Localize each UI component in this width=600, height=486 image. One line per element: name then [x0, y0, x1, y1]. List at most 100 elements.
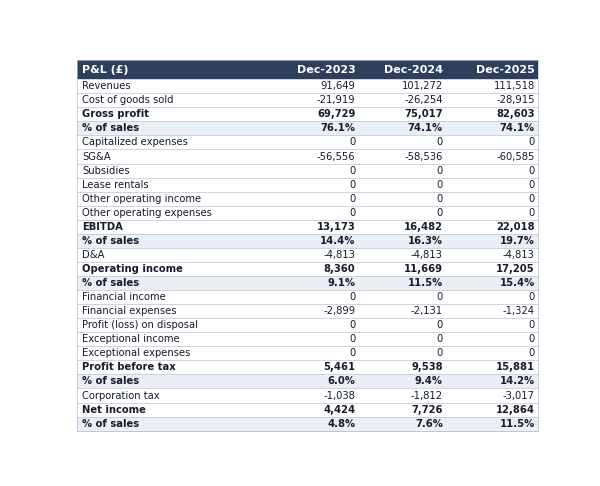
Text: Net income: Net income — [82, 404, 146, 415]
Bar — [77, 206, 538, 220]
Text: 75,017: 75,017 — [404, 109, 443, 120]
Bar — [271, 60, 358, 79]
Text: 8,360: 8,360 — [324, 264, 355, 274]
Bar — [77, 191, 538, 206]
Text: 0: 0 — [529, 138, 535, 147]
Text: 76.1%: 76.1% — [320, 123, 355, 133]
Bar — [77, 220, 538, 234]
Bar — [77, 234, 538, 248]
Bar — [77, 60, 271, 79]
Text: Exceptional expenses: Exceptional expenses — [82, 348, 190, 358]
Text: % of sales: % of sales — [82, 123, 139, 133]
Text: 6.0%: 6.0% — [328, 377, 355, 386]
Text: 9,538: 9,538 — [411, 363, 443, 372]
Text: 0: 0 — [349, 208, 355, 218]
Text: Financial expenses: Financial expenses — [82, 306, 176, 316]
Text: P&L (£): P&L (£) — [82, 65, 128, 75]
Text: SG&A: SG&A — [82, 152, 111, 161]
Bar — [77, 163, 538, 177]
Bar — [77, 402, 538, 417]
Bar — [77, 332, 538, 347]
Text: 0: 0 — [349, 194, 355, 204]
Text: 14.4%: 14.4% — [320, 236, 355, 246]
Bar — [77, 347, 538, 361]
Text: 0: 0 — [349, 166, 355, 175]
Text: 19.7%: 19.7% — [500, 236, 535, 246]
Text: 74.1%: 74.1% — [500, 123, 535, 133]
Text: % of sales: % of sales — [82, 278, 139, 288]
Text: Profit (loss) on disposal: Profit (loss) on disposal — [82, 320, 198, 330]
Text: -1,038: -1,038 — [323, 391, 355, 400]
Text: % of sales: % of sales — [82, 377, 139, 386]
Text: 0: 0 — [529, 320, 535, 330]
Text: 0: 0 — [437, 320, 443, 330]
Text: 0: 0 — [529, 166, 535, 175]
Text: Exceptional income: Exceptional income — [82, 334, 179, 344]
Text: Dec-2023: Dec-2023 — [296, 65, 355, 75]
Text: 0: 0 — [437, 208, 443, 218]
Text: % of sales: % of sales — [82, 236, 139, 246]
Bar — [77, 262, 538, 276]
Bar — [77, 150, 538, 163]
Bar — [77, 107, 538, 122]
Text: 69,729: 69,729 — [317, 109, 355, 120]
Text: -26,254: -26,254 — [404, 95, 443, 105]
Text: 101,272: 101,272 — [401, 81, 443, 91]
Text: 11.5%: 11.5% — [500, 418, 535, 429]
Text: Gross profit: Gross profit — [82, 109, 149, 120]
Text: 0: 0 — [437, 348, 443, 358]
Text: -2,131: -2,131 — [410, 306, 443, 316]
Text: 4.8%: 4.8% — [327, 418, 355, 429]
Bar — [77, 122, 538, 136]
Text: 74.1%: 74.1% — [407, 123, 443, 133]
Text: -3,017: -3,017 — [503, 391, 535, 400]
Text: 91,649: 91,649 — [320, 81, 355, 91]
Text: Lease rentals: Lease rentals — [82, 180, 149, 190]
Text: 17,205: 17,205 — [496, 264, 535, 274]
Text: 0: 0 — [529, 180, 535, 190]
Text: Subsidies: Subsidies — [82, 166, 130, 175]
Text: 0: 0 — [529, 334, 535, 344]
Bar — [77, 248, 538, 262]
Bar — [77, 79, 538, 93]
Text: 0: 0 — [529, 208, 535, 218]
Bar — [446, 60, 538, 79]
Text: -60,585: -60,585 — [497, 152, 535, 161]
Bar — [77, 276, 538, 290]
Text: 9.1%: 9.1% — [328, 278, 355, 288]
Text: 0: 0 — [349, 320, 355, 330]
Bar — [77, 304, 538, 318]
Text: 22,018: 22,018 — [496, 222, 535, 232]
Text: -56,556: -56,556 — [317, 152, 355, 161]
Text: Revenues: Revenues — [82, 81, 131, 91]
Text: Profit before tax: Profit before tax — [82, 363, 176, 372]
Text: 15,881: 15,881 — [496, 363, 535, 372]
Text: -1,812: -1,812 — [410, 391, 443, 400]
Text: -4,813: -4,813 — [411, 250, 443, 260]
Text: 0: 0 — [529, 292, 535, 302]
Text: 9.4%: 9.4% — [415, 377, 443, 386]
Text: 0: 0 — [349, 292, 355, 302]
Bar — [77, 177, 538, 191]
Text: Dec-2025: Dec-2025 — [476, 65, 535, 75]
Bar — [77, 318, 538, 332]
Text: 0: 0 — [437, 166, 443, 175]
Text: Other operating expenses: Other operating expenses — [82, 208, 212, 218]
Text: D&A: D&A — [82, 250, 104, 260]
Text: -58,536: -58,536 — [404, 152, 443, 161]
Text: 0: 0 — [529, 194, 535, 204]
Text: Capitalized expenses: Capitalized expenses — [82, 138, 188, 147]
Text: 16,482: 16,482 — [404, 222, 443, 232]
Text: 0: 0 — [529, 348, 535, 358]
Text: EBITDA: EBITDA — [82, 222, 123, 232]
Text: 0: 0 — [437, 292, 443, 302]
Text: Operating income: Operating income — [82, 264, 183, 274]
Text: 11.5%: 11.5% — [407, 278, 443, 288]
Bar — [358, 60, 446, 79]
Bar — [77, 388, 538, 402]
Bar — [77, 93, 538, 107]
Text: 13,173: 13,173 — [317, 222, 355, 232]
Text: Dec-2024: Dec-2024 — [384, 65, 443, 75]
Text: 16.3%: 16.3% — [408, 236, 443, 246]
Text: 0: 0 — [437, 180, 443, 190]
